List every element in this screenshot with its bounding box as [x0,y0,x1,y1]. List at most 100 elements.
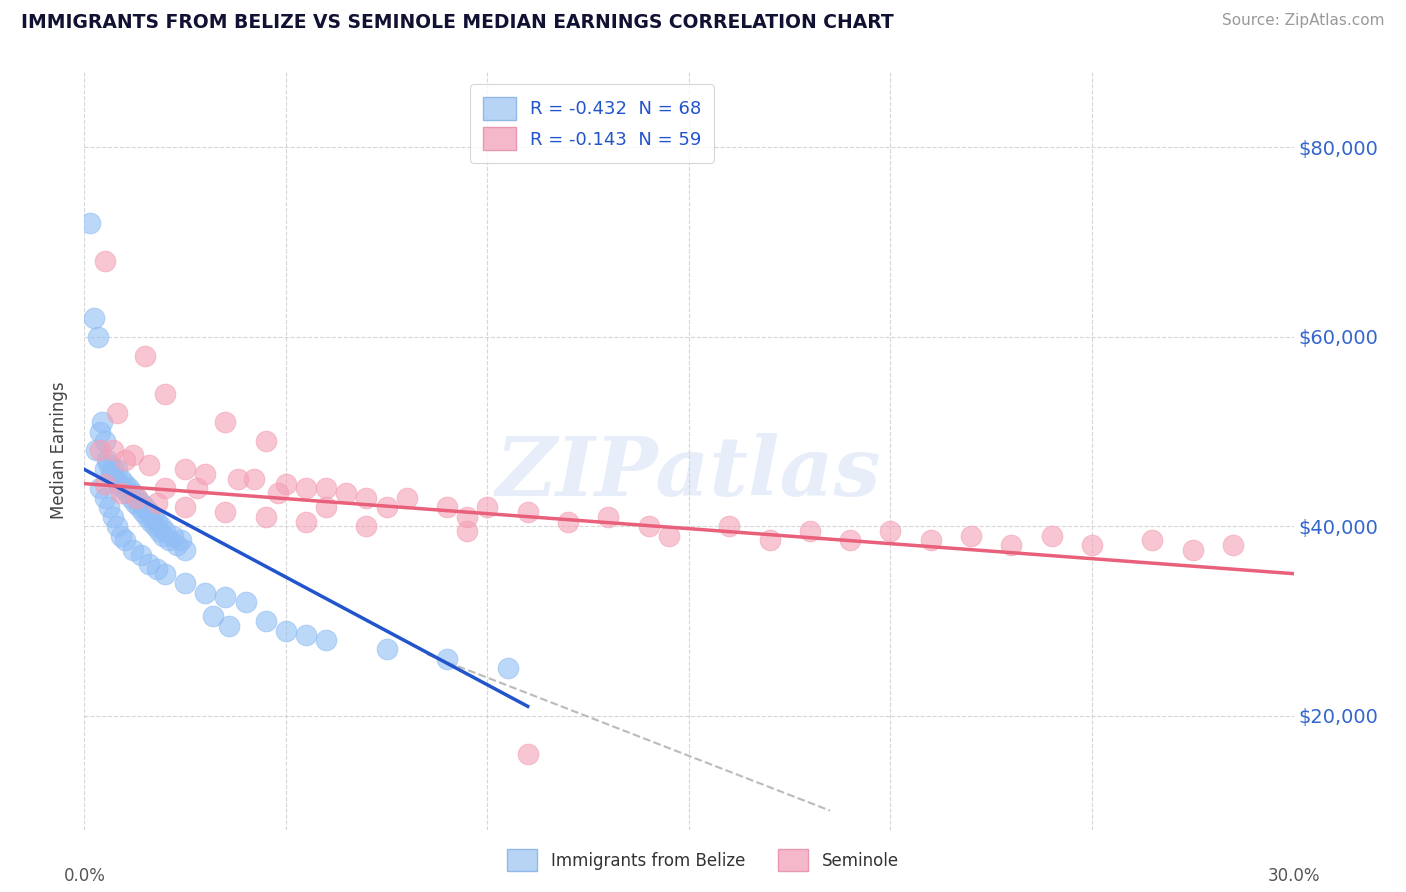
Point [218,619,240,633]
Text: 0.0%: 0.0% [63,867,105,886]
Point [375,500,398,515]
Point [105,405,128,419]
Point [114,533,136,548]
Point [125,491,148,505]
Point [718,519,741,533]
Text: Source: ZipAtlas.com: Source: ZipAtlas.com [1222,13,1385,29]
Point [598,509,620,524]
Point [254,434,277,448]
Point [356,491,378,505]
Point [174,500,197,515]
Y-axis label: Median Earnings: Median Earnings [51,382,69,519]
Point [194,585,217,599]
Point [121,543,143,558]
Point [134,349,156,363]
Point [138,505,160,519]
Point [1081,538,1104,552]
Point [1040,529,1063,543]
Point [658,529,681,543]
Point [87,330,110,344]
Point [295,628,318,642]
Point [1181,543,1204,558]
Point [637,519,659,533]
Point [235,595,257,609]
Point [89,443,111,458]
Point [93,491,115,505]
Point [96,453,118,467]
Point [799,524,821,538]
Point [79,216,101,230]
Point [879,524,901,538]
Point [118,482,141,496]
Point [97,458,120,472]
Point [174,462,197,476]
Point [335,486,357,500]
Point [242,472,264,486]
Point [315,500,337,515]
Point [97,500,120,515]
Point [146,562,169,576]
Point [114,476,136,491]
Point [110,486,132,500]
Point [153,566,176,581]
Text: ZIPatlas: ZIPatlas [496,434,882,513]
Point [129,495,152,509]
Point [114,453,136,467]
Point [148,524,170,538]
Point [121,448,143,462]
Point [121,486,143,500]
Point [135,509,157,524]
Point [920,533,942,548]
Point [93,434,115,448]
Point [267,486,290,500]
Point [436,652,458,666]
Point [93,253,115,268]
Point [146,495,169,509]
Point [557,515,579,529]
Point [89,425,111,439]
Point [101,509,124,524]
Point [153,386,176,401]
Point [149,519,172,533]
Point [1142,533,1164,548]
Point [375,642,398,657]
Point [174,576,197,591]
Point [166,538,188,552]
Point [516,505,538,519]
Point [153,482,176,496]
Point [174,543,197,558]
Point [124,495,146,509]
Point [138,458,160,472]
Point [758,533,780,548]
Point [295,515,318,529]
Point [146,515,169,529]
Point [100,467,122,482]
Text: IMMIGRANTS FROM BELIZE VS SEMINOLE MEDIAN EARNINGS CORRELATION CHART: IMMIGRANTS FROM BELIZE VS SEMINOLE MEDIA… [21,13,894,32]
Point [516,747,538,761]
Point [134,500,156,515]
Point [110,472,132,486]
Point [456,509,478,524]
Point [101,443,124,458]
Point [315,482,337,496]
Point [295,482,318,496]
Point [128,500,150,515]
Point [274,476,297,491]
Point [274,624,297,638]
Point [142,509,165,524]
Point [226,472,249,486]
Point [101,462,124,476]
Point [194,467,217,482]
Point [138,557,160,572]
Point [214,415,236,429]
Point [93,476,115,491]
Point [1000,538,1022,552]
Point [105,462,128,476]
Point [152,529,174,543]
Point [496,661,519,675]
Point [153,524,176,538]
Point [110,529,132,543]
Point [132,505,155,519]
Legend: R = -0.432  N = 68, R = -0.143  N = 59: R = -0.432 N = 68, R = -0.143 N = 59 [471,84,714,163]
Point [1222,538,1244,552]
